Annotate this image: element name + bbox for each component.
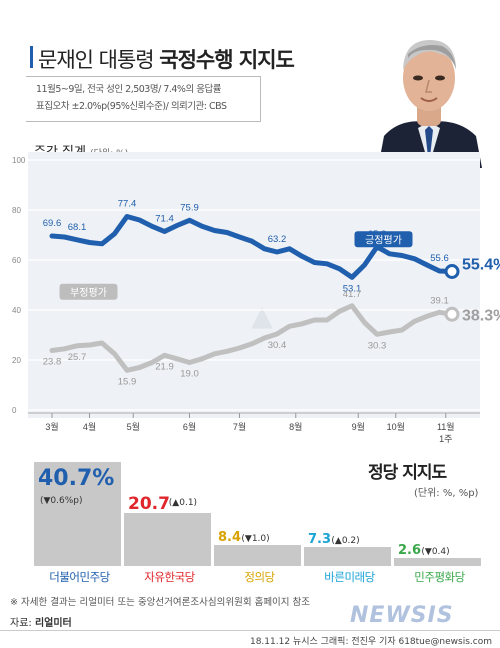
- y-tick-label: 20: [12, 356, 21, 365]
- positive-data-label: 71.4: [155, 214, 174, 225]
- y-tick-label: 80: [12, 206, 21, 215]
- survey-line2: 표집오차 ±2.0%p(95%신뢰수준)/ 의뢰기관: CBS: [36, 101, 227, 112]
- source-name: 리얼미터: [34, 618, 72, 629]
- party-name-label: 민주평화당: [414, 570, 465, 584]
- negative-end-marker: [444, 306, 460, 322]
- party-name-label: 더불어민주당: [49, 570, 110, 584]
- party-change-label: (▼0.4): [421, 547, 450, 557]
- footer-divider: [0, 630, 500, 631]
- positive-legend-tag: [354, 231, 413, 248]
- y-tick-label: 100: [12, 156, 26, 165]
- y-tick-label: 0: [12, 406, 17, 415]
- x-tick-label: 8월: [289, 421, 302, 432]
- negative-data-label: 41.7: [343, 289, 362, 300]
- newsis-watermark: NEWSIS: [350, 603, 454, 628]
- page-title: 문재인 대통령 국정수행 지지도: [38, 44, 295, 74]
- negative-data-label: 21.9: [155, 361, 174, 372]
- title-part1: 문재인 대통령: [38, 48, 160, 72]
- party-bar: [304, 547, 391, 566]
- party-change-label: (▼0.6%p): [40, 496, 83, 506]
- positive-legend-label: 긍정평가: [365, 234, 402, 246]
- positive-data-label: 53.1: [343, 283, 362, 294]
- x-tick-label: 7월: [233, 421, 246, 432]
- party-bar: [124, 513, 211, 566]
- party-chart-title: 정당 지지도: [368, 463, 447, 483]
- party-name-label: 자유한국당: [144, 570, 195, 584]
- y-tick-label: 40: [12, 306, 21, 315]
- party-value-label: 7.3: [308, 532, 332, 548]
- party-value-label: 40.7%: [38, 466, 115, 491]
- negative-series-line: [49, 303, 455, 373]
- negative-data-label: 19.0: [180, 369, 199, 380]
- footnote: ※ 자세한 결과는 리얼미터 또는 중앙선거여론조사심의위원회 홈페이지 참조: [10, 597, 311, 608]
- party-bar: [214, 544, 301, 566]
- bluehouse-watermark-icon: ▲: [251, 299, 273, 332]
- source: 자료: 리얼미터: [10, 614, 72, 629]
- positive-data-label: 68.1: [68, 222, 87, 233]
- approval-line-chart: ▲ 0 20 40 60 80 100 3월 4월 5월 6월 7월 8월 9월 10월 11월 1주 69.6 6…: [12, 152, 500, 444]
- positive-data-label: 55.6: [430, 253, 449, 264]
- party-value-label: 2.6: [398, 543, 422, 558]
- party-bar: [34, 462, 121, 566]
- x-tick-label: 5월: [127, 421, 140, 432]
- x-tick-label: 9월: [352, 421, 365, 432]
- negative-latest-value: 38.3%: [462, 307, 500, 324]
- negative-legend-label: 부정평가: [70, 287, 107, 299]
- party-bar: [394, 558, 481, 566]
- title-part2: 국정수행 지지도: [159, 48, 295, 72]
- negative-data-label: 25.7: [68, 352, 87, 363]
- negative-legend-tag: [59, 283, 118, 300]
- title-accent-bar: [30, 46, 33, 68]
- party-value-label: 8.4: [218, 529, 242, 545]
- negative-data-label: 23.8: [43, 357, 62, 368]
- positive-data-label: 69.6: [43, 218, 62, 229]
- party-chart-unit: (단위: %, %p): [414, 488, 479, 499]
- credit-line: 18.11.12 뉴시스 그래픽: 전진우 기자 618tue@newsis.c…: [249, 637, 492, 647]
- party-value-label: 20.7: [128, 494, 170, 515]
- positive-latest-value: 55.4%: [462, 257, 500, 274]
- president-portrait-icon: [370, 18, 488, 168]
- party-change-label: (▼1.0): [241, 533, 270, 544]
- negative-data-label: 15.9: [118, 376, 137, 387]
- x-tick-label-week: 1주: [439, 434, 452, 444]
- party-change-label: (▲0.2): [331, 536, 360, 547]
- party-name-label: 바른미래당: [324, 570, 375, 584]
- negative-data-label: 30.4: [268, 340, 287, 351]
- positive-data-label: 75.9: [180, 202, 199, 213]
- positive-data-label: 63.2: [268, 234, 287, 245]
- x-tick-label: 3월: [45, 421, 58, 432]
- x-tick-label: 4월: [83, 421, 96, 432]
- positive-series-line: [49, 214, 455, 280]
- source-label: 자료:: [10, 618, 35, 629]
- survey-line1: 11월5~9일, 전국 성인 2,503명/ 7.4%의 응답률: [36, 84, 221, 95]
- x-tick-label: 10월: [387, 421, 405, 432]
- negative-data-label: 39.1: [430, 295, 449, 306]
- y-tick-label: 60: [12, 256, 21, 265]
- positive-end-marker: [444, 264, 460, 279]
- positive-data-label: 77.4: [118, 199, 137, 210]
- x-tick-label: 6월: [183, 421, 196, 432]
- survey-info: 11월5~9일, 전국 성인 2,503명/ 7.4%의 응답률 표집오차 ±2…: [26, 76, 261, 122]
- party-name-label: 정의당: [244, 570, 275, 584]
- x-tick-label: 11월: [437, 421, 455, 432]
- party-change-label: (▲0.1): [168, 498, 198, 509]
- negative-data-label: 30.3: [368, 340, 387, 351]
